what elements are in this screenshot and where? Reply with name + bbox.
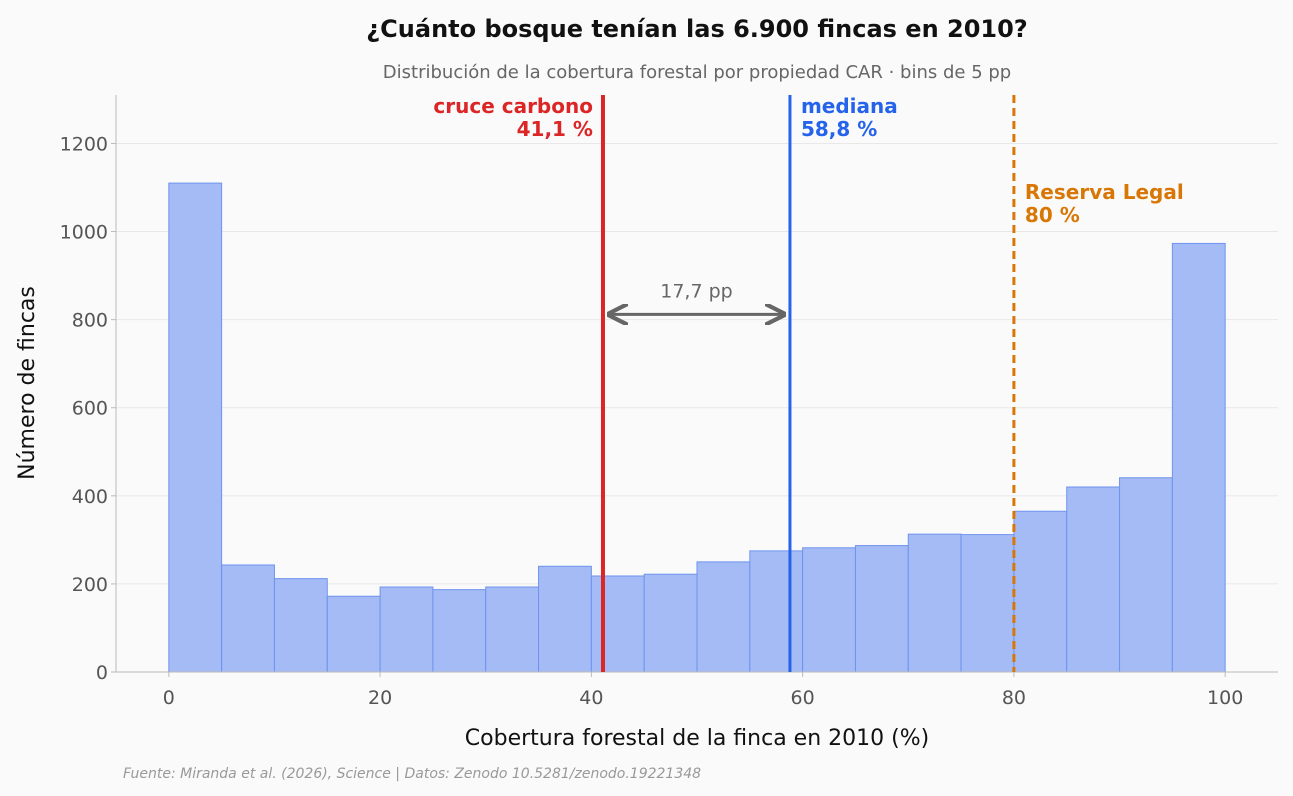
y-axis-label: Número de fincas xyxy=(15,286,40,480)
histogram-bar xyxy=(221,564,275,673)
reference-line-value: 80 % xyxy=(1025,203,1080,227)
x-tick-label: 80 xyxy=(1002,687,1026,709)
reference-line-value: 58,8 % xyxy=(801,117,877,141)
gap-annotation: 17,7 pp xyxy=(609,280,784,314)
x-tick-label: 40 xyxy=(579,687,603,709)
bars xyxy=(168,182,1226,673)
y-tick-label: 400 xyxy=(72,486,108,508)
histogram-bar xyxy=(907,533,962,673)
histogram-bar xyxy=(1119,477,1173,673)
x-axis-label: Cobertura forestal de la finca en 2010 (… xyxy=(465,726,929,751)
chart-title: ¿Cuánto bosque tenían las 6.900 fincas e… xyxy=(366,15,1027,43)
histogram-bar xyxy=(802,547,856,673)
histogram-bar xyxy=(168,182,223,673)
y-tick-label: 1200 xyxy=(60,133,108,155)
axes: 0 200 400 600 800 1000 1200 0 20 40 60 80 100 xyxy=(60,95,1278,709)
histogram-bar xyxy=(1066,486,1121,673)
y-tick-label: 200 xyxy=(72,574,108,596)
gap-label: 17,7 pp xyxy=(660,280,732,302)
histogram-bar xyxy=(326,595,381,673)
source-note: Fuente: Miranda et al. (2026), Science |… xyxy=(123,766,701,782)
x-tick-label: 20 xyxy=(368,687,392,709)
y-tick-label: 0 xyxy=(96,662,108,684)
reference-line-label: cruce carbono xyxy=(433,94,593,118)
x-tick-label: 0 xyxy=(163,687,175,709)
y-tick-label: 600 xyxy=(72,398,108,420)
x-tick-label: 60 xyxy=(791,687,815,709)
histogram-bar xyxy=(749,550,804,673)
chart-subtitle: Distribución de la cobertura forestal po… xyxy=(383,62,1011,83)
histogram-bar xyxy=(538,565,592,673)
histogram-bar xyxy=(643,573,698,673)
x-tick-label: 100 xyxy=(1207,687,1243,709)
reference-line-label: mediana xyxy=(801,94,898,118)
reference-line-label: Reserva Legal xyxy=(1025,180,1184,204)
histogram-bar xyxy=(432,589,487,673)
histogram-bar xyxy=(1013,510,1068,673)
y-tick-label: 1000 xyxy=(60,222,108,244)
y-tick-label: 800 xyxy=(72,310,108,332)
histogram-bar xyxy=(854,545,909,673)
histogram-bar xyxy=(960,534,1015,673)
histogram-bar xyxy=(379,586,434,673)
histogram-bar xyxy=(696,561,751,673)
histogram-bar xyxy=(590,575,645,673)
reference-line-value: 41,1 % xyxy=(517,117,593,141)
histogram-bar xyxy=(273,578,328,673)
histogram-bar xyxy=(485,586,540,673)
histogram-bar xyxy=(1171,242,1226,673)
